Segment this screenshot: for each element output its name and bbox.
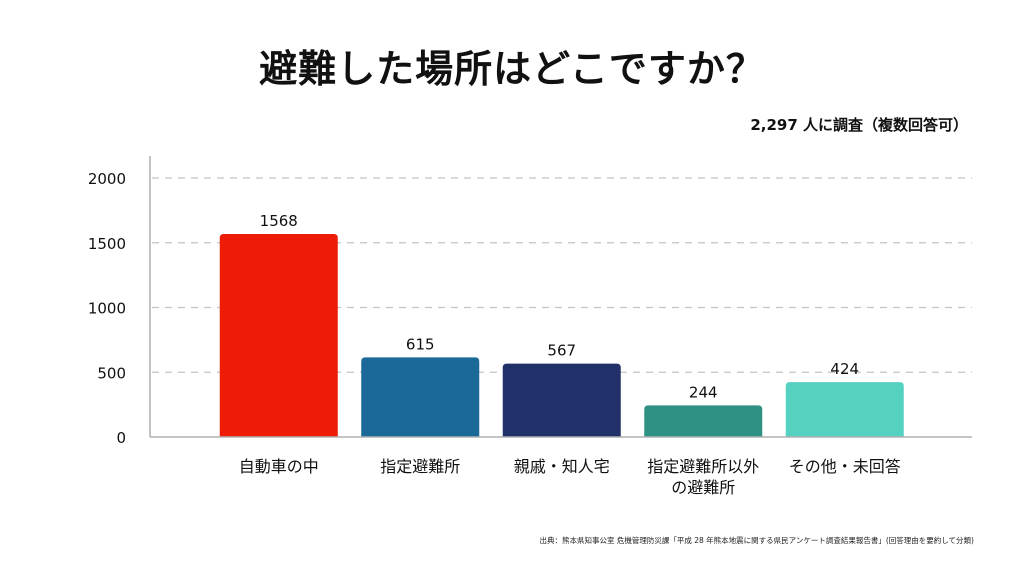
bar [644, 405, 763, 437]
bar-value-label: 1568 [260, 212, 298, 230]
bar [502, 363, 621, 437]
chart-subtitle: 2,297 人に調査（複数回答可） [750, 116, 968, 134]
y-tick-label: 0 [116, 429, 126, 447]
chart-title: 避難した場所はどこですか？ [259, 47, 765, 91]
x-tick-label: その他・未回答 [789, 457, 901, 476]
x-tick-label: 指定避難所以外 [647, 457, 759, 476]
bar [361, 357, 480, 437]
y-tick-label: 1500 [88, 235, 126, 253]
x-tick-label: の避難所 [671, 478, 735, 497]
source-note: 出典：熊本県知事公室 危機管理防災課「平成 28 年熊本地震に関する県民アンケー… [539, 536, 974, 545]
bar [785, 382, 904, 437]
bar-value-label: 424 [830, 360, 859, 378]
x-tick-label: 親戚・知人宅 [514, 457, 610, 476]
bar [219, 233, 338, 437]
bar-value-label: 244 [689, 383, 718, 401]
y-tick-label: 2000 [88, 170, 126, 188]
bar-value-label: 615 [406, 335, 435, 353]
y-tick-label: 1000 [88, 300, 126, 318]
x-tick-label: 指定避難所 [380, 457, 460, 476]
x-tick-label: 自動車の中 [239, 457, 319, 476]
bar-value-label: 567 [547, 342, 576, 360]
y-tick-label: 500 [97, 364, 126, 382]
